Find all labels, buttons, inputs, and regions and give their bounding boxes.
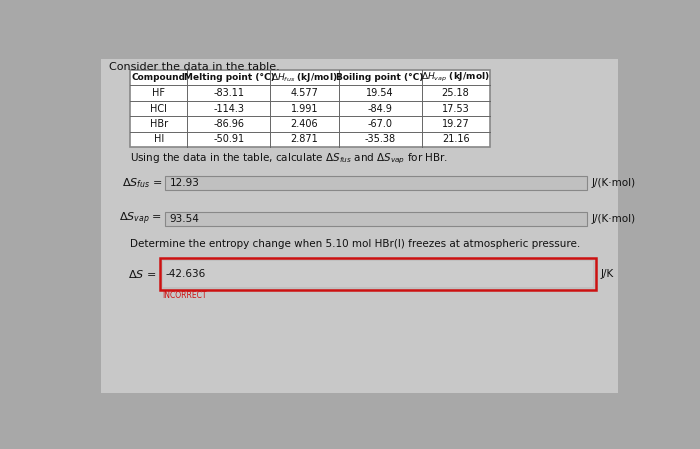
Text: HF: HF [153, 88, 165, 98]
Text: J/(K·mol): J/(K·mol) [592, 178, 636, 188]
Text: -67.0: -67.0 [368, 119, 393, 129]
Text: -84.9: -84.9 [368, 104, 393, 114]
Bar [130, 70, 490, 147]
Bar [162, 261, 593, 287]
Text: -86.96: -86.96 [214, 119, 244, 129]
Text: 19.54: 19.54 [366, 88, 394, 98]
Text: 17.53: 17.53 [442, 104, 470, 114]
Text: Boiling point (°C): Boiling point (°C) [337, 73, 424, 82]
Bar [165, 176, 587, 190]
Text: Using the data in the table, calculate $\Delta S_{fus}$ and $\Delta S_{vap}$ for: Using the data in the table, calculate $… [130, 152, 448, 166]
Text: 25.18: 25.18 [442, 88, 470, 98]
Text: 1.991: 1.991 [290, 104, 318, 114]
Text: Determine the entropy change when 5.10 mol HBr(l) freezes at atmospheric pressur: Determine the entropy change when 5.10 m… [130, 239, 580, 250]
Text: -83.11: -83.11 [214, 88, 244, 98]
Text: HI: HI [154, 134, 164, 144]
Text: HBr: HBr [150, 119, 168, 129]
Text: -35.38: -35.38 [365, 134, 395, 144]
Text: -50.91: -50.91 [214, 134, 244, 144]
Text: $\Delta S_{vap}$ =: $\Delta S_{vap}$ = [119, 211, 162, 227]
Text: $\Delta H_{vap}$ (kJ/mol): $\Delta H_{vap}$ (kJ/mol) [421, 71, 490, 84]
Bar [160, 258, 596, 290]
Text: -42.636: -42.636 [166, 269, 206, 279]
Text: Consider the data in the table.: Consider the data in the table. [109, 62, 280, 72]
Text: 2.871: 2.871 [290, 134, 318, 144]
Text: $\Delta H_{fus}$ (kJ/mol): $\Delta H_{fus}$ (kJ/mol) [271, 71, 338, 84]
Text: 2.406: 2.406 [290, 119, 318, 129]
Text: J/(K·mol): J/(K·mol) [592, 214, 636, 224]
Text: 93.54: 93.54 [169, 214, 200, 224]
Text: 21.16: 21.16 [442, 134, 470, 144]
Text: Compound: Compound [132, 73, 186, 82]
Text: Melting point (°C): Melting point (°C) [183, 73, 274, 82]
Text: INCORRECT: INCORRECT [162, 291, 207, 300]
Text: 4.577: 4.577 [290, 88, 318, 98]
Text: -114.3: -114.3 [214, 104, 244, 114]
Text: $\Delta S_{fus}$ =: $\Delta S_{fus}$ = [122, 176, 162, 190]
Text: HCl: HCl [150, 104, 167, 114]
Text: 19.27: 19.27 [442, 119, 470, 129]
Text: J/K: J/K [601, 269, 614, 279]
Text: 12.93: 12.93 [169, 178, 200, 188]
Bar [165, 212, 587, 225]
Text: $\Delta S$ =: $\Delta S$ = [128, 268, 157, 280]
